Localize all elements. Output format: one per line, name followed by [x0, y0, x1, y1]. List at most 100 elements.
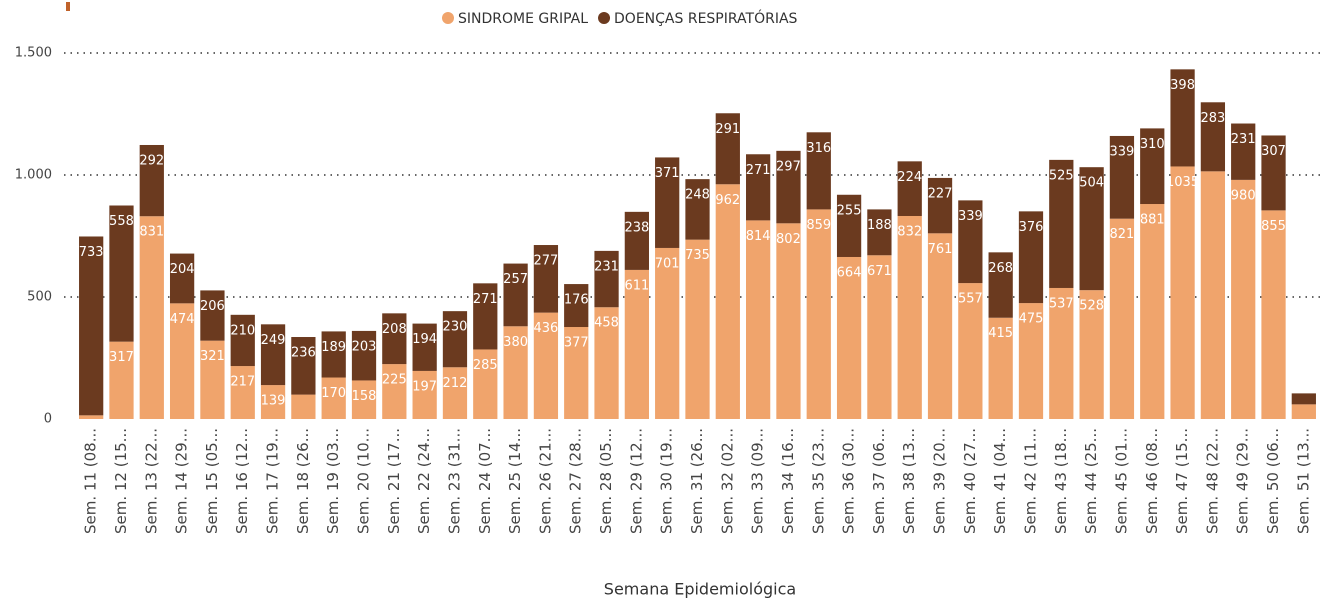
data-label: 170	[321, 386, 346, 401]
bar-segment	[988, 317, 1013, 419]
legend-label: DOENÇAS RESPIRATÓRIAS	[614, 9, 797, 27]
x-tick-label: Sem. 43 (18...	[1052, 428, 1070, 534]
data-label: 398	[1170, 78, 1195, 93]
bar-segment	[594, 307, 619, 419]
x-tick-label: Sem. 25 (14...	[506, 428, 524, 534]
bar-segment	[715, 184, 740, 419]
data-label: 206	[200, 299, 225, 314]
bar-segment	[1291, 404, 1316, 419]
data-label: 1035	[1166, 175, 1199, 190]
bar-segment	[139, 216, 164, 419]
bar-segment	[1018, 303, 1044, 419]
x-tick-label: Sem. 15 (05...	[203, 428, 221, 534]
bar-segment	[1140, 128, 1165, 205]
bar-segment	[230, 366, 255, 419]
x-tick-label: Sem. 18 (26...	[294, 428, 312, 534]
data-label: 802	[776, 232, 801, 247]
bar-segment	[1079, 290, 1104, 419]
bar-segment	[715, 113, 740, 185]
y-tick-label: 1.500	[15, 46, 52, 61]
data-label: 557	[958, 292, 983, 307]
bar-segment	[321, 331, 346, 378]
data-label: 197	[412, 379, 437, 394]
data-label: 194	[412, 332, 437, 347]
bar-segment	[260, 385, 286, 419]
bar-segment	[685, 239, 710, 419]
data-label: 236	[291, 346, 316, 361]
data-label: 210	[230, 323, 255, 338]
bar-segment	[806, 132, 831, 210]
bar-segment	[351, 380, 377, 419]
data-label: 339	[958, 209, 983, 224]
bar-segment	[169, 253, 195, 304]
bar-segment	[836, 256, 862, 419]
x-tick-label: Sem. 37 (06...	[870, 428, 888, 534]
data-label: 380	[503, 335, 528, 350]
data-label: 225	[382, 373, 407, 388]
data-label: 310	[1140, 137, 1165, 152]
data-label: 859	[806, 218, 831, 233]
x-tick-label: Sem. 38 (13...	[900, 428, 918, 534]
legend-label: SINDROME GRIPAL	[458, 11, 588, 27]
data-label: 283	[1200, 111, 1225, 126]
bar-segment	[564, 327, 589, 419]
data-label: 139	[261, 394, 286, 409]
data-label: 733	[79, 245, 104, 260]
x-tick-label: Sem. 35 (23...	[809, 428, 827, 534]
bar-segment	[958, 283, 983, 419]
bar-segment	[1109, 218, 1135, 419]
data-label: 558	[109, 214, 134, 229]
bar-segment	[806, 209, 831, 419]
data-label: 537	[1049, 296, 1074, 311]
x-tick-label: Sem. 44 (25...	[1082, 428, 1100, 534]
data-label: 528	[1079, 299, 1104, 314]
x-tick-label: Sem. 16 (12...	[233, 428, 251, 534]
data-label: 504	[1079, 176, 1104, 191]
x-tick-label: Sem. 46 (08...	[1143, 428, 1161, 534]
x-tick-label: Sem. 26 (21...	[536, 428, 554, 534]
data-label: 217	[230, 375, 255, 390]
data-label: 227	[928, 186, 953, 201]
bar-segment	[79, 236, 104, 416]
data-label: 189	[321, 340, 346, 355]
x-tick-label: Sem. 14 (29...	[173, 428, 191, 534]
data-label: 761	[928, 242, 953, 257]
bar-segment	[624, 269, 649, 419]
bar-segment	[1200, 102, 1226, 172]
x-tick-label: Sem. 41 (04...	[991, 428, 1009, 534]
bar-segment	[927, 177, 953, 234]
bar-segment	[1261, 135, 1286, 211]
bar-segment	[473, 283, 498, 350]
data-label: 212	[443, 376, 468, 391]
bar-segment	[1291, 393, 1316, 405]
bar-segment	[230, 314, 255, 367]
x-tick-label: Sem. 29 (12...	[627, 428, 645, 534]
x-tick-label: Sem. 34 (16...	[779, 428, 797, 534]
bar-segment	[1261, 210, 1286, 419]
x-tick-label: Sem. 31 (26...	[688, 428, 706, 534]
data-label: 855	[1261, 219, 1286, 234]
bar-segment	[503, 263, 528, 327]
bar-segment	[624, 211, 649, 270]
legend-marker	[598, 12, 611, 24]
x-tick-label: Sem. 45 (01...	[1112, 428, 1130, 534]
data-label: 316	[806, 141, 831, 156]
bar-segment	[169, 303, 195, 419]
bar-segment	[1079, 167, 1104, 291]
data-label: 831	[139, 225, 164, 240]
x-tick-label: Sem. 20 (10...	[355, 428, 373, 534]
bar-segment	[442, 367, 468, 419]
x-tick-label: Sem. 23 (31...	[445, 428, 463, 534]
data-label: 881	[1140, 213, 1165, 228]
bar-segment	[594, 250, 619, 308]
bar-segment	[473, 349, 498, 419]
bar-segment	[382, 313, 407, 365]
bar-segment	[412, 323, 437, 371]
data-label: 376	[1019, 220, 1044, 235]
bar-segment	[260, 324, 286, 386]
data-label: 238	[624, 220, 649, 235]
bar-segment	[1231, 179, 1256, 419]
x-tick-label: Sem. 19 (03...	[324, 428, 342, 534]
x-tick-label: Sem. 13 (22...	[142, 428, 160, 534]
